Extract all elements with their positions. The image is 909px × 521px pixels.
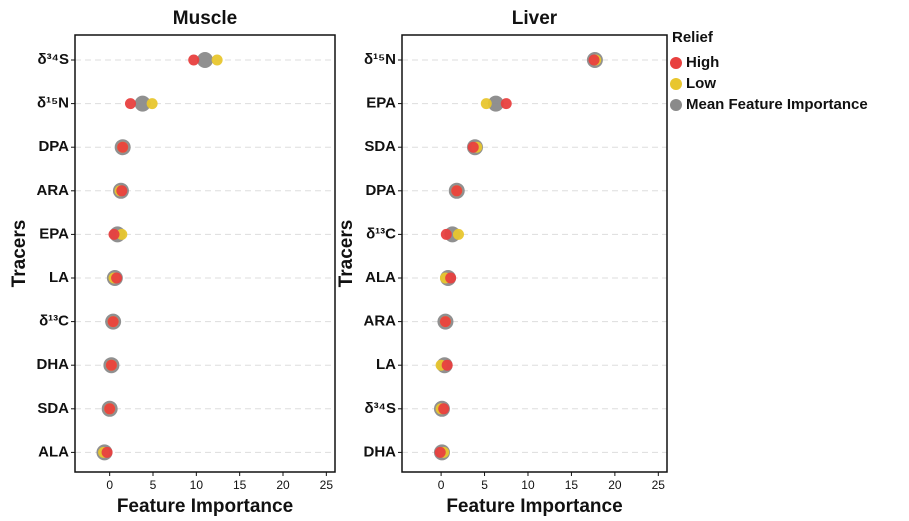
x-tick-label: 25 xyxy=(320,478,334,492)
y-tick-label: δ¹³C xyxy=(39,313,69,330)
x-tick-label: 0 xyxy=(438,478,445,492)
plot-frame xyxy=(401,34,668,473)
y-tick-label: ALA xyxy=(38,443,69,460)
y-tick-label: DHA xyxy=(364,443,397,460)
x-axis-label: Feature Importance xyxy=(446,496,622,517)
plot-frame xyxy=(74,34,336,473)
x-tick-label: 25 xyxy=(652,478,666,492)
dot xyxy=(451,185,463,197)
y-tick-label: δ¹⁵N xyxy=(364,51,396,68)
y-tick-label: SDA xyxy=(37,400,69,417)
dot xyxy=(104,403,116,415)
dot xyxy=(124,98,136,110)
dot xyxy=(467,141,479,153)
dot xyxy=(480,98,492,110)
y-tick-label: EPA xyxy=(366,95,396,112)
x-tick-label: 15 xyxy=(565,478,579,492)
dot xyxy=(452,228,464,240)
x-tick-label: 15 xyxy=(233,478,247,492)
dot xyxy=(108,228,120,240)
y-axis-label: Tracers xyxy=(336,220,357,288)
y-tick-label: SDA xyxy=(364,138,396,155)
dot xyxy=(116,185,128,197)
legend-swatch xyxy=(670,78,682,90)
x-axis-label: Feature Importance xyxy=(117,496,293,517)
dot xyxy=(107,316,119,328)
x-tick-label: 20 xyxy=(276,478,290,492)
dot xyxy=(188,54,200,66)
dot xyxy=(116,228,128,240)
y-axis-label: Tracers xyxy=(9,220,30,288)
dot xyxy=(197,52,213,68)
dot xyxy=(438,403,450,415)
x-tick-label: 10 xyxy=(521,478,535,492)
y-tick-label: δ¹³C xyxy=(366,225,396,242)
dot xyxy=(434,446,446,458)
legend-swatch xyxy=(670,57,682,69)
legend-title: Relief xyxy=(672,29,714,46)
y-tick-label: DHA xyxy=(37,356,70,373)
dot xyxy=(588,54,600,66)
x-tick-label: 5 xyxy=(150,478,157,492)
dot xyxy=(146,98,158,110)
x-tick-label: 0 xyxy=(106,478,113,492)
y-tick-label: δ¹⁵N xyxy=(37,95,69,112)
dot xyxy=(445,272,457,284)
y-tick-label: LA xyxy=(49,269,69,286)
y-tick-label: δ³⁴S xyxy=(37,51,69,68)
legend-swatch xyxy=(670,99,682,111)
y-tick-label: ARA xyxy=(37,182,70,199)
x-tick-label: 10 xyxy=(190,478,204,492)
y-tick-label: δ³⁴S xyxy=(364,400,396,417)
dot xyxy=(105,359,117,371)
dot xyxy=(441,359,453,371)
dot xyxy=(440,228,452,240)
y-tick-label: LA xyxy=(376,356,396,373)
dot xyxy=(111,272,123,284)
dot xyxy=(500,98,512,110)
dot xyxy=(101,446,113,458)
panel-title: Muscle xyxy=(173,8,237,29)
panel-title: Liver xyxy=(512,8,558,29)
y-tick-label: DPA xyxy=(38,138,69,155)
legend-label: Low xyxy=(686,75,716,92)
legend-label: Mean Feature Importance xyxy=(686,96,868,113)
y-tick-label: ALA xyxy=(365,269,396,286)
x-tick-label: 20 xyxy=(608,478,622,492)
y-tick-label: EPA xyxy=(39,225,69,242)
dot xyxy=(487,95,504,112)
dot xyxy=(134,95,151,112)
y-tick-label: ARA xyxy=(364,313,397,330)
legend-label: High xyxy=(686,54,719,71)
dot xyxy=(211,54,223,66)
x-tick-label: 5 xyxy=(481,478,488,492)
y-tick-label: DPA xyxy=(365,182,396,199)
dot xyxy=(439,316,451,328)
dot xyxy=(117,141,129,153)
